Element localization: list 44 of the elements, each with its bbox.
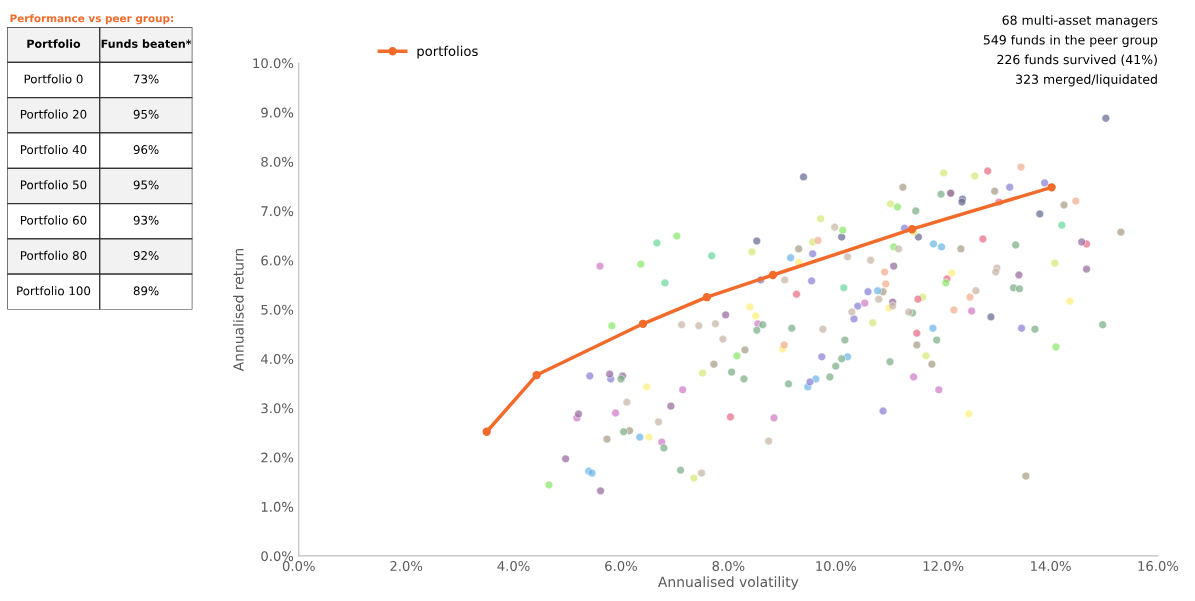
annotation: 323 merged/liquidated [1016, 74, 1157, 87]
text: Portfolio [27, 39, 81, 48]
text: 95% [133, 180, 159, 190]
text: Portfolio 50 [20, 180, 87, 190]
text: 95% [133, 109, 159, 119]
x-tick-label: 16.0% [1138, 561, 1179, 571]
text: Portfolio 80 [20, 250, 87, 260]
y-tick-label: 1.0% [261, 501, 294, 512]
x-tick-label: 0.0% [282, 561, 315, 571]
x-tick-label: 12.0% [923, 561, 964, 571]
y-tick-label: 8.0% [261, 156, 294, 167]
text: Funds beaten* [101, 39, 192, 48]
text: 68 multi-asset managers [1002, 15, 1158, 28]
x-tick-label: 8.0% [712, 561, 745, 571]
y-tick-label: 9.0% [261, 107, 294, 118]
text: 92% [133, 251, 159, 260]
text: Portfolio 40 [20, 144, 87, 155]
text: Portfolio 100 [17, 286, 91, 296]
y-tick-label: 7.0% [261, 206, 294, 217]
y-axis-title: Annualised return [232, 248, 244, 372]
y-tick-label: 3.0% [261, 403, 294, 414]
text: Performance vs peer group: [10, 14, 173, 25]
x-tick-label: 2.0% [390, 561, 423, 571]
x-tick-label: 14.0% [1031, 561, 1071, 571]
x-tick-label: 10.0% [816, 561, 856, 571]
y-tick-label: 4.0% [261, 354, 294, 364]
y-tick-label: 6.0% [261, 255, 294, 266]
text: Portfolio 20 [20, 109, 87, 119]
y-tick-label: 10.0% [253, 58, 294, 69]
y-tick-label: 5.0% [261, 304, 294, 315]
annotation: 226 funds survived (41%) [997, 54, 1157, 66]
x-tick-label: 4.0% [497, 561, 530, 571]
y-tick-label: 2.0% [261, 452, 294, 463]
text: 73% [133, 74, 159, 84]
x-tick-label: 6.0% [605, 561, 637, 571]
legend-label: portfolios [417, 45, 478, 59]
text: Portfolio 0 [24, 74, 83, 84]
text: 96% [133, 145, 159, 155]
text: 89% [133, 286, 159, 296]
y-tick-label: 0.0% [261, 551, 294, 562]
text: 93% [133, 215, 159, 225]
x-axis-title: Annualised volatility [658, 576, 799, 590]
text: 549 funds in the peer group [983, 34, 1158, 47]
text: Portfolio 60 [20, 215, 87, 225]
